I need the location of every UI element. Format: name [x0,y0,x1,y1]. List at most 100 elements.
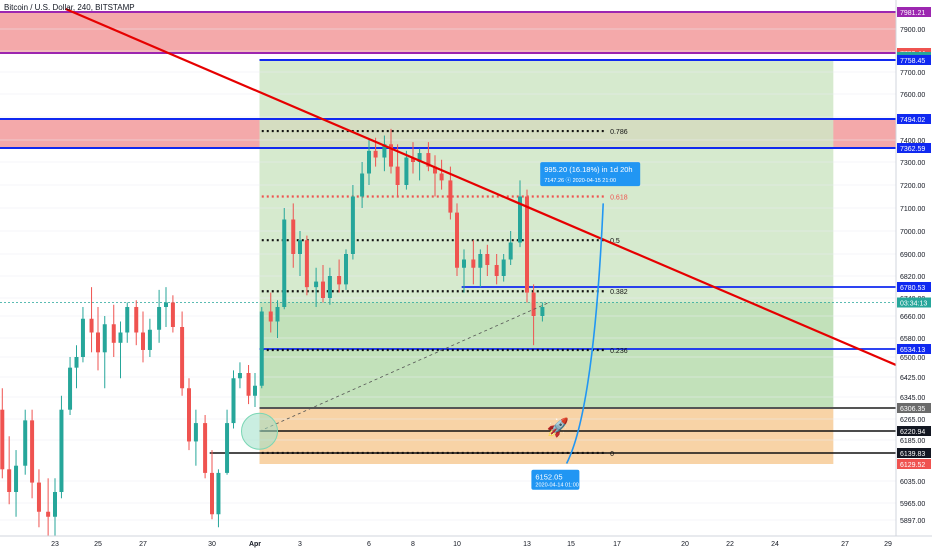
price-label-bg [897,344,931,354]
price-tick-label: 7400.00 [900,138,925,145]
price-axis-bg [896,0,932,550]
price-label-text: 6306.35 [900,406,925,413]
price-label-text: 7981.21 [900,10,925,17]
candle-body [291,219,296,254]
price-label: 6534.13 [897,344,931,354]
projection-arc [565,203,604,464]
candle-body [231,378,236,424]
price-label: 6139.83 [897,448,931,458]
price-tick-label: 7900.00 [900,27,925,34]
time-tick-label: 24 [771,541,779,548]
price-label-bg [897,55,931,65]
candle-body [157,307,162,330]
candle-body [225,423,230,473]
profit-zone-filled [259,302,834,408]
candle-body [0,409,5,470]
candle-body [187,388,191,442]
candle-body [237,373,242,379]
callout-box [531,469,580,490]
time-tick-label: 30 [208,541,216,548]
candle-body [80,318,85,357]
time-tick-label: Apr [249,541,261,548]
price-tick-label: 6035.00 [900,479,925,486]
price-tick-label: 5897.00 [900,518,925,525]
time-tick-label: 27 [841,541,849,548]
candle-body [373,150,378,158]
candle-body [540,307,545,316]
time-tick-label: 10 [453,541,461,548]
candle-body [30,420,35,483]
price-label: 7758.45 [897,55,931,65]
price-label-text: 7758.45 [900,58,925,65]
time-tick-label: 6 [367,541,371,548]
callout-text: 6152.05 [535,473,562,482]
price-label-bg [897,282,931,292]
candle-body [304,240,309,288]
candle-body [141,332,145,350]
candle-body [203,423,208,473]
projection-line [259,302,550,432]
candle-body [275,307,280,322]
candle-body [462,259,466,268]
price-tick-label: 6500.00 [900,355,925,362]
candle-body [68,367,73,410]
price-tick-label: 6900.00 [900,252,925,259]
candle-body [417,153,422,162]
time-tick-label: 29 [884,541,892,548]
target-callout: 995.20 (16.18%) in 1d 20h 7147.26 ⓢ 2020-… [540,162,641,187]
candle-body [298,240,302,254]
price-label: 7981.21 [897,7,931,17]
candle-body [471,259,476,268]
candle-body [282,219,287,307]
candle-body [360,173,365,197]
price-label-text: 03:34:13 [900,301,927,308]
price-label-bg [897,114,931,124]
price-tick-label: 7300.00 [900,160,925,167]
fib-level-label: 0 [610,451,614,458]
candle-body [518,196,522,243]
price-label: 6129.52 [897,459,931,469]
price-tick-label: 6185.00 [900,438,925,445]
candle-body [111,324,116,343]
price-label-bg [897,426,931,436]
time-tick-label: 20 [681,541,689,548]
price-label-text: 6139.83 [900,451,925,458]
price-tick-label: 6660.00 [900,314,925,321]
candle-body [327,276,332,298]
candle-body [478,254,483,268]
candle-body [485,254,490,265]
candle-body [74,357,79,368]
callout-subtext: 7147.26 ⓢ 2020-04-15 21:00 [544,176,616,184]
candle-body [180,327,185,389]
price-label-text: 6220.94 [900,429,925,436]
time-tick-label: 25 [94,541,102,548]
fib-level-label: 0.786 [610,129,628,136]
candle-body [193,423,198,442]
price-tick-label: 6345.00 [900,395,925,402]
candle-body [448,180,453,213]
price-tick-label: 7700.00 [900,70,925,77]
price-tick-label: 6820.00 [900,274,925,281]
candle-body [531,292,536,316]
fib-level-label: 0.382 [610,289,628,296]
candle-body [344,254,348,285]
candle-body [337,276,342,285]
candle-body [525,196,529,293]
price-label-bg [897,7,931,17]
descending-trendline [65,7,897,367]
candle-body [268,311,273,322]
candle-body [164,302,168,307]
time-tick-label: 17 [613,541,621,548]
price-tick-label: 7100.00 [900,206,925,213]
candle-body [350,196,355,254]
price-label-bg [897,448,931,458]
candle-body [53,492,57,517]
price-label-text: 6129.52 [900,462,925,469]
callout-subtext: 2020-04-14 01:00 [535,483,578,489]
price-label: 6780.53 [897,282,931,292]
price-label-text: 7494.02 [900,117,925,124]
price-label: 03:34:13 [897,297,931,308]
price-tick-label: 7000.00 [900,229,925,236]
